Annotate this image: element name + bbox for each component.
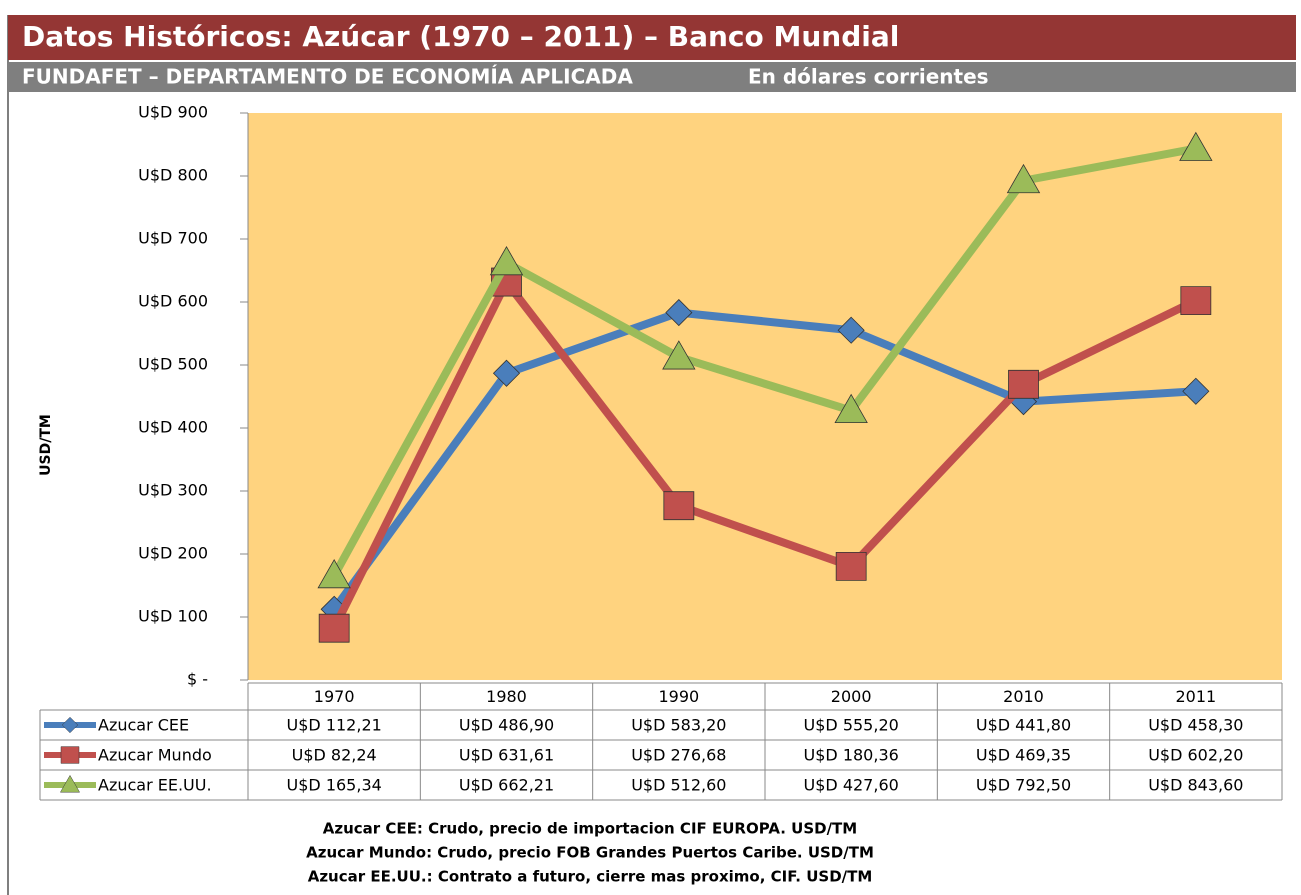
y-tick-label: $ -: [187, 670, 208, 689]
value-label: U$D 427,60: [804, 776, 899, 795]
value-label: U$D 792,50: [976, 776, 1071, 795]
x-tick-label: 1980: [486, 687, 527, 706]
marker: [489, 246, 524, 276]
legend-label: Azucar EE.UU.: [98, 776, 212, 795]
marker: [492, 359, 521, 387]
value-label: U$D 112,21: [287, 716, 382, 735]
y-tick-label: U$D 300: [138, 481, 208, 500]
value-label: U$D 276,68: [631, 746, 726, 765]
y-tick-label: U$D 200: [138, 544, 208, 563]
note: Azucar Mundo: Crudo, precio FOB Grandes …: [306, 844, 874, 862]
subtitle-note: En dólares corrientes: [748, 65, 989, 89]
marker: [317, 559, 351, 589]
y-tick-label: U$D 400: [138, 418, 208, 437]
x-tick-label: 2011: [1175, 687, 1216, 706]
y-tick-label: U$D 100: [138, 607, 208, 626]
series-line: [330, 144, 1197, 578]
marker: [1180, 286, 1212, 316]
marker: [663, 491, 695, 521]
x-tick-label: 1990: [658, 687, 699, 706]
marker: [662, 340, 696, 370]
y-tick-label: U$D 900: [138, 103, 208, 122]
y-axis-label: USD/TM: [38, 414, 54, 476]
marker: [1182, 377, 1210, 405]
legend-label: Azucar Mundo: [98, 746, 212, 765]
marker: [835, 551, 867, 581]
marker: [665, 299, 693, 327]
value-label: U$D 512,60: [631, 776, 726, 795]
subtitle: FUNDAFET – DEPARTAMENTO DE ECONOMÍA APLI…: [22, 65, 633, 89]
title-bar: [8, 15, 1296, 60]
y-tick-label: U$D 700: [138, 229, 208, 248]
y-tick-label: U$D 800: [138, 166, 208, 185]
subtitle-bar: [8, 62, 1296, 92]
title: Datos Históricos: Azúcar (1970 – 2011) –…: [22, 20, 899, 53]
value-label: U$D 165,34: [287, 776, 382, 795]
marker: [318, 613, 350, 643]
note: Azucar EE.UU.: Contrato a futuro, cierre…: [308, 868, 873, 886]
value-label: U$D 441,80: [976, 716, 1071, 735]
marker: [1179, 131, 1213, 161]
marker: [837, 316, 865, 344]
value-label: U$D 180,36: [804, 746, 899, 765]
marker: [59, 774, 81, 793]
series-line: [330, 278, 1198, 630]
value-label: U$D 583,20: [631, 716, 726, 735]
marker: [834, 393, 868, 424]
value-label: U$D 458,30: [1148, 716, 1243, 735]
marker: [61, 716, 79, 734]
x-tick-label: 2010: [1003, 687, 1044, 706]
series-line: [330, 308, 1197, 612]
marker: [1006, 163, 1041, 194]
marker: [60, 746, 80, 764]
value-label: U$D 602,20: [1148, 746, 1243, 765]
x-tick-label: 1970: [314, 687, 355, 706]
note: Azucar CEE: Crudo, precio de importacion…: [323, 820, 857, 838]
x-tick-label: 2000: [831, 687, 872, 706]
value-label: U$D 631,61: [459, 746, 554, 765]
legend-label: Azucar CEE: [98, 716, 189, 735]
value-label: U$D 469,35: [976, 746, 1071, 765]
value-label: U$D 555,20: [804, 716, 899, 735]
y-tick-label: U$D 500: [138, 355, 208, 374]
value-label: U$D 662,21: [459, 776, 554, 795]
marker: [1008, 369, 1039, 399]
y-tick-label: U$D 600: [138, 292, 208, 311]
value-label: U$D 486,90: [459, 716, 554, 735]
value-label: U$D 82,24: [292, 746, 377, 765]
value-label: U$D 843,60: [1148, 776, 1243, 795]
